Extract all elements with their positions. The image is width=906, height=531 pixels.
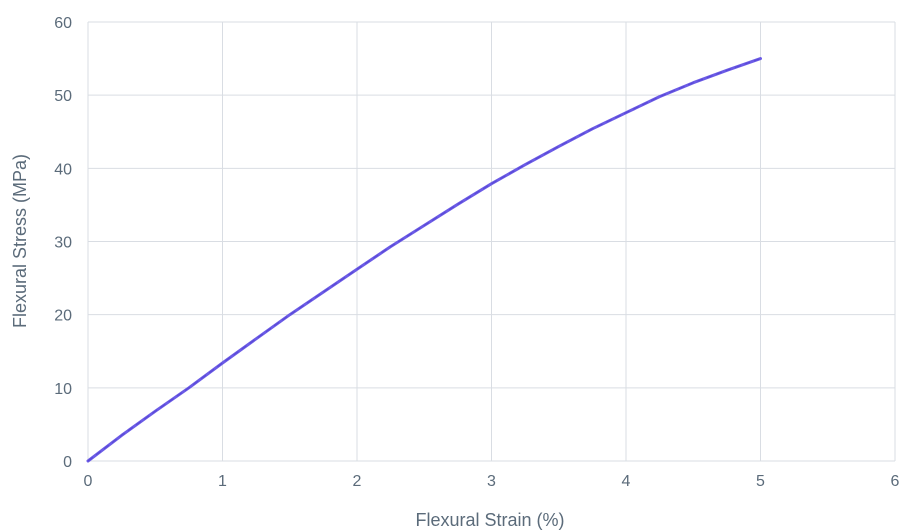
x-tick-label: 0	[84, 473, 93, 490]
y-tick-label: 10	[54, 381, 72, 398]
series-line	[86, 57, 762, 463]
y-tick-label: 50	[54, 88, 72, 105]
y-tick-label: 20	[54, 308, 72, 325]
x-tick-label: 1	[218, 473, 227, 490]
x-tick-label: 3	[487, 473, 496, 490]
y-axis-ticks: 0 10 20 30 40 50 60	[54, 15, 72, 471]
x-tick-label: 4	[622, 473, 631, 490]
x-tick-label: 2	[353, 473, 362, 490]
y-tick-label: 0	[63, 454, 72, 471]
x-axis-ticks: 0 1 2 3 4 5 6	[84, 473, 900, 490]
x-axis-label: Flexural Strain (%)	[415, 510, 564, 530]
series-layer	[86, 57, 762, 463]
grid	[87, 21, 896, 462]
y-tick-label: 40	[54, 161, 72, 178]
y-tick-label: 30	[54, 235, 72, 252]
y-tick-label: 60	[54, 15, 72, 32]
x-tick-label: 6	[891, 473, 900, 490]
series-line-trace	[87, 58, 761, 462]
x-tick-label: 5	[756, 473, 765, 490]
y-axis-label: Flexural Stress (MPa)	[10, 154, 30, 328]
